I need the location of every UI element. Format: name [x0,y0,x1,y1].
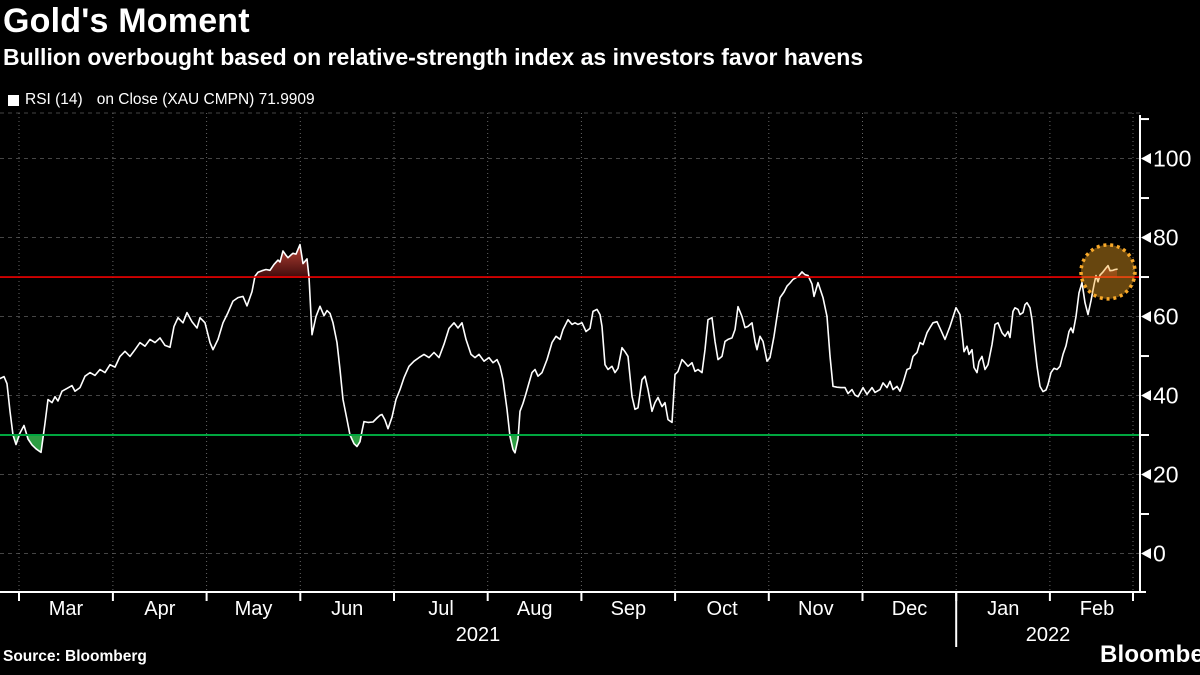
x-axis-month-label: Mar [49,598,84,620]
grid [0,112,1140,592]
x-axis-month-label: Oct [707,598,739,620]
source-attribution: Source: Bloomberg [3,648,147,665]
legend-series-label: RSI (14) [25,91,83,108]
legend-series-detail: on Close (XAU CMPN) 71.9909 [96,91,315,108]
oversold-fill [13,435,519,453]
x-axis-month-label: Feb [1080,598,1114,620]
highlight-circle [1079,243,1137,301]
x-axis-month-label: Nov [798,598,834,620]
y-tick-label: 60 [1153,304,1179,330]
x-axis-year-label: 2021 [456,624,501,646]
x-axis: Mar Apr May Jun Jul Aug Sep Oct Nov Dec Jan Feb 2021… [0,591,1146,647]
y-tick-label: 80 [1153,225,1179,251]
y-tick-arrow [1141,390,1151,402]
x-axis-month-label: Dec [892,598,928,620]
y-tick-label: 40 [1153,383,1179,409]
y-tick-label: 20 [1153,462,1179,488]
x-axis-year-label: 2022 [1026,624,1071,646]
x-axis-month-label: Sep [611,598,647,620]
x-axis-month-label: Jun [331,598,363,620]
page-title: Gold's Moment [3,2,250,40]
x-axis-month-label: Jan [987,598,1019,620]
page-subtitle: Bullion overbought based on relative-str… [3,44,864,70]
legend: RSI (14) on Close (XAU CMPN) 71.9909 [8,91,315,109]
overbought-fill [0,244,1117,278]
legend-marker [8,94,19,106]
y-tick-arrow [1141,469,1151,481]
bloomberg-logo: Bloomberg [1100,641,1200,669]
x-axis-month-label: May [235,598,273,620]
y-tick-label: 0 [1153,541,1166,567]
x-axis-month-label: Aug [517,598,553,620]
x-axis-month-label: Apr [144,598,175,620]
y-tick-label: 100 [1153,146,1191,172]
y-tick-arrow [1141,153,1151,165]
y-tick-arrow [1141,548,1151,559]
rsi-line [0,243,1118,454]
y-tick-arrow [1141,232,1151,244]
y-tick-arrow [1141,311,1151,323]
y-axis: 100 80 60 40 20 0 [1139,115,1191,592]
x-axis-month-label: Jul [428,598,454,620]
bloomberg-logo-text: Bloomberg [1100,641,1200,668]
